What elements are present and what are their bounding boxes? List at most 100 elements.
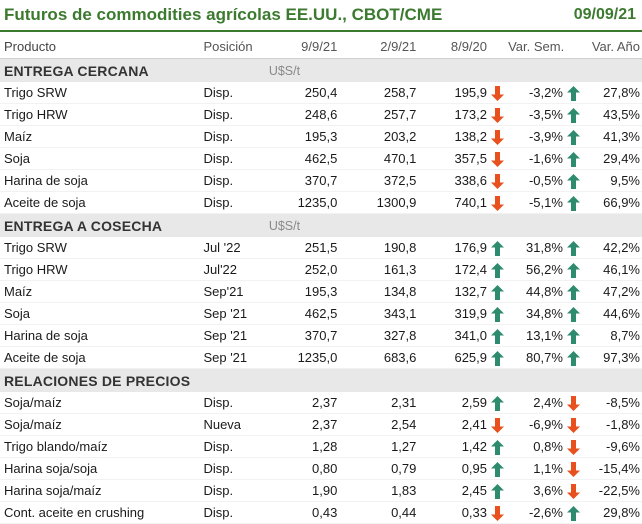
cell-posicion: Disp. (203, 435, 269, 458)
arrow-up-icon (566, 505, 580, 521)
table-row: Soja/maíz Disp. 2,37 2,31 2,59 2,4% -8,5% (0, 392, 642, 414)
cell-posicion: Disp. (203, 501, 269, 524)
arrow-up-icon (566, 107, 580, 123)
table-row: Harina soja/soja Disp. 0,80 0,79 0,95 1,1% -15… (0, 457, 642, 480)
cell-date-1: 370,7 (268, 169, 338, 192)
cell-var-sem: -0,5% (508, 169, 563, 192)
cell-producto: Soja/maíz (0, 392, 204, 414)
cell-posicion: Disp. (203, 169, 269, 192)
cell-posicion: Disp. (203, 103, 269, 126)
cell-date-3: 132,7 (416, 280, 488, 303)
cell-date-1: 1,28 (268, 435, 338, 458)
arrow-up-icon (491, 306, 505, 322)
cell-date-2: 161,3 (337, 258, 417, 281)
cell-date-2: 372,5 (337, 169, 417, 192)
cell-var-anio: 29,4% (583, 147, 642, 170)
cell-date-2: 1300,9 (337, 191, 417, 214)
cell-var-anio: 27,8% (583, 82, 642, 104)
table-row: Soja Disp. 462,5 470,1 357,5 -1,6% 29,4% (0, 147, 642, 170)
cell-date-2: 683,6 (337, 346, 417, 369)
cell-date-2: 2,54 (337, 413, 417, 436)
arrow-up-icon (566, 85, 580, 101)
cell-date-1: 251,5 (268, 237, 338, 259)
cell-var-anio: 47,2% (583, 280, 642, 303)
cell-date-2: 470,1 (337, 147, 417, 170)
col-header-var-sem: Var. Sem. (508, 38, 563, 54)
section-unit: U$S/t (268, 58, 417, 82)
cell-date-3: 319,9 (416, 302, 488, 325)
cell-producto: Soja/maíz (0, 413, 204, 436)
cell-var-anio: -8,5% (583, 392, 642, 414)
arrow-up-icon (566, 173, 580, 189)
cell-var-sem: 31,8% (508, 237, 563, 259)
cell-date-3: 0,33 (416, 501, 488, 524)
cell-posicion: Sep '21 (203, 324, 269, 347)
section-unit (268, 368, 417, 392)
cell-date-3: 195,9 (416, 82, 488, 104)
table-row: Harina soja/maíz Disp. 1,90 1,83 2,45 3,6% -22… (0, 479, 642, 502)
col-header-producto: Producto (4, 38, 57, 54)
cell-date-1: 248,6 (268, 103, 338, 126)
cell-producto: Trigo SRW (0, 82, 204, 104)
col-header-date-3: 8/9/20 (450, 38, 488, 54)
cell-posicion: Disp. (203, 82, 269, 104)
cell-date-1: 195,3 (268, 125, 338, 148)
cell-producto: Soja (0, 302, 204, 325)
cell-var-sem: -6,9% (508, 413, 563, 436)
table-row: Trigo HRW Jul'22 252,0 161,3 172,4 56,2% 46,1% (0, 258, 642, 281)
cell-date-1: 0,43 (268, 501, 338, 524)
cell-var-anio: 43,5% (583, 103, 642, 126)
arrow-down-icon (491, 195, 505, 211)
arrow-up-icon (566, 284, 580, 300)
cell-date-1: 462,5 (268, 147, 338, 170)
cell-date-1: 2,37 (268, 413, 338, 436)
cell-date-2: 0,44 (337, 501, 417, 524)
col-header-date-1: 9/9/21 (301, 38, 338, 54)
cell-producto: Maíz (0, 280, 204, 303)
cell-date-2: 203,2 (337, 125, 417, 148)
cell-date-2: 2,31 (337, 392, 417, 414)
cell-date-2: 258,7 (337, 82, 417, 104)
cell-date-2: 134,8 (337, 280, 417, 303)
page-title: Futuros de commodities agrícolas EE.UU.,… (4, 5, 443, 24)
cell-date-3: 625,9 (416, 346, 488, 369)
cell-producto: Harina soja/maíz (0, 479, 204, 502)
cell-producto: Trigo HRW (0, 258, 204, 281)
cell-var-sem: 2,4% (508, 392, 563, 414)
section-header: ENTREGA CERCANA U$S/t (0, 58, 642, 82)
cell-var-sem: -2,6% (508, 501, 563, 524)
arrow-up-icon (491, 262, 505, 278)
cell-var-sem: 1,1% (508, 457, 563, 480)
cell-date-3: 0,95 (416, 457, 488, 480)
cell-date-2: 257,7 (337, 103, 417, 126)
section-title: ENTREGA CERCANA (0, 58, 269, 82)
cell-posicion: Jul'22 (203, 258, 269, 281)
arrow-down-icon (491, 107, 505, 123)
table-row: Trigo SRW Disp. 250,4 258,7 195,9 -3,2% 27,8% (0, 82, 642, 104)
section-title: RELACIONES DE PRECIOS (0, 368, 269, 392)
arrow-down-icon (566, 395, 580, 411)
cell-producto: Harina de soja (0, 169, 204, 192)
arrow-down-icon (491, 173, 505, 189)
cell-date-2: 190,8 (337, 237, 417, 259)
arrow-up-icon (566, 328, 580, 344)
cell-var-anio: 46,1% (583, 258, 642, 281)
arrow-up-icon (491, 395, 505, 411)
cell-var-anio: 8,7% (583, 324, 642, 347)
arrow-up-icon (566, 151, 580, 167)
cell-var-sem: -5,1% (508, 191, 563, 214)
cell-date-3: 357,5 (416, 147, 488, 170)
col-header-date-2: 2/9/21 (380, 38, 417, 54)
arrow-up-icon (491, 461, 505, 477)
cell-date-3: 176,9 (416, 237, 488, 259)
cell-var-anio: 97,3% (583, 346, 642, 369)
cell-date-1: 2,37 (268, 392, 338, 414)
cell-producto: Cont. aceite en crushing (0, 501, 204, 524)
cell-posicion: Disp. (203, 392, 269, 414)
cell-producto: Trigo HRW (0, 103, 204, 126)
table-row: Cont. aceite en crushing Disp. 0,43 0,44 0,3… (0, 501, 642, 524)
cell-producto: Aceite de soja (0, 346, 204, 369)
cell-posicion: Nueva (203, 413, 269, 436)
cell-date-3: 338,6 (416, 169, 488, 192)
